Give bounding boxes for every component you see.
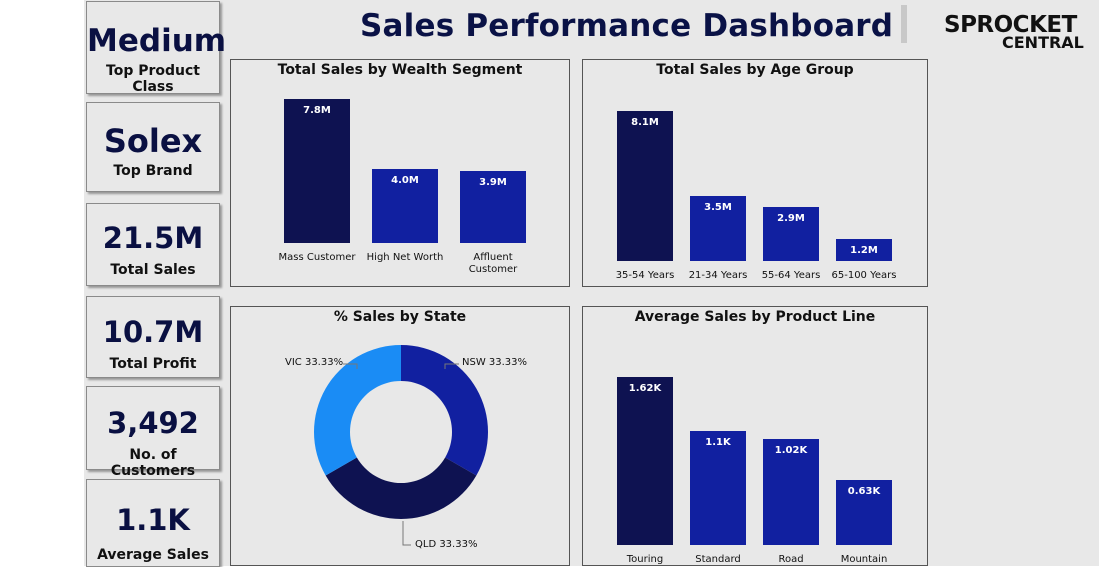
chart-wealth-segment[interactable]: Total Sales by Wealth Segment 7.8M Mass C… xyxy=(230,59,570,287)
logo-line-1: SPROCKET xyxy=(944,12,1077,38)
kpi-label: Top Product Class xyxy=(106,63,200,95)
bar-standard[interactable] xyxy=(690,430,746,545)
data-label: 1.2M xyxy=(850,244,878,256)
category-label: Road xyxy=(778,554,804,565)
leader-line xyxy=(444,363,459,369)
donut-slice-nsw[interactable] xyxy=(401,345,488,476)
chart-sales-by-state[interactable]: % Sales by State VIC 33.33% NSW 33.33% Q… xyxy=(230,306,570,566)
bar-touring[interactable] xyxy=(617,377,673,545)
data-label: 2.9M xyxy=(777,213,805,225)
category-label: 35-54 Years xyxy=(615,270,675,281)
kpi-value: Medium xyxy=(87,23,227,59)
category-label: 65-100 Years xyxy=(831,270,897,281)
bar-affluent-customer[interactable] xyxy=(460,170,526,243)
category-label: Mountain xyxy=(840,554,888,565)
page-title: Sales Performance Dashboard xyxy=(360,8,894,44)
bar-35-54-years[interactable] xyxy=(617,111,673,261)
kpi-value: 21.5M xyxy=(102,221,204,255)
data-label: 0.63K xyxy=(847,485,881,497)
chart-title: Average Sales by Product Line xyxy=(634,309,876,325)
kpi-card-average-sales[interactable]: 1.1K Average Sales xyxy=(86,479,220,567)
kpi-value: 1.1K xyxy=(116,503,190,537)
data-label: 8.1M xyxy=(631,117,659,128)
data-label: 3.9M xyxy=(479,176,507,188)
kpi-card-top-brand[interactable]: Solex Top Brand xyxy=(86,102,220,192)
chart-title: Total Sales by Age Group xyxy=(656,62,854,78)
data-label: 7.8M xyxy=(303,104,331,116)
leader-line xyxy=(402,521,411,546)
bar-road[interactable] xyxy=(763,439,819,545)
donut-slice-vic[interactable] xyxy=(314,345,401,476)
donut-label-nsw: NSW 33.33% xyxy=(462,357,528,368)
kpi-label: No. of Customers xyxy=(110,447,196,479)
category-label: 21-34 Years xyxy=(688,270,748,281)
data-label: 4.0M xyxy=(391,174,419,186)
kpi-card-customers[interactable]: 3,492 No. of Customers xyxy=(86,386,220,479)
data-label: 3.5M xyxy=(704,202,732,214)
category-label: Touring xyxy=(626,554,664,565)
kpi-label: Total Sales xyxy=(110,262,196,278)
data-label: 1.02K xyxy=(774,445,808,457)
donut-slice-qld[interactable] xyxy=(325,457,477,520)
donut-label-vic: VIC 33.33% xyxy=(285,357,344,368)
bar-21-34-years[interactable] xyxy=(690,196,746,261)
kpi-card-top-product-class[interactable]: Medium Top Product Class xyxy=(86,1,227,95)
donut-label-qld: QLD 33.33% xyxy=(415,539,478,550)
kpi-value: 10.7M xyxy=(102,315,204,349)
kpi-card-total-sales[interactable]: 21.5M Total Sales xyxy=(86,203,220,286)
logo-line-2: CENTRAL xyxy=(1002,33,1084,52)
category-label: High Net Worth xyxy=(366,252,444,263)
data-label: 1.62K xyxy=(628,383,662,394)
data-label: 1.1K xyxy=(705,436,731,448)
kpi-label: Average Sales xyxy=(97,547,209,563)
sprocket-central-logo: SPROCKET CENTRAL xyxy=(944,14,1090,54)
donut-chart xyxy=(314,345,488,546)
category-label: 55-64 Years xyxy=(761,270,821,281)
bar-55-64-years[interactable] xyxy=(763,207,819,261)
bar-mountain[interactable] xyxy=(836,479,892,545)
chart-title: Total Sales by Wealth Segment xyxy=(277,62,523,78)
kpi-label: Top Brand xyxy=(113,163,193,179)
category-label: Mass Customer xyxy=(278,252,356,263)
bar-high-net-worth[interactable] xyxy=(372,168,438,243)
leader-line xyxy=(343,363,358,369)
bar-65-100-years[interactable] xyxy=(836,238,892,261)
kpi-value: Solex xyxy=(103,122,203,160)
title-divider xyxy=(901,5,907,43)
chart-product-line[interactable]: Average Sales by Product Line 1.62K Touri… xyxy=(582,306,928,566)
kpi-label: Total Profit xyxy=(109,356,197,372)
kpi-card-total-profit[interactable]: 10.7M Total Profit xyxy=(86,296,220,378)
bar-mass-customer[interactable] xyxy=(284,98,350,243)
chart-age-group[interactable]: Total Sales by Age Group 8.1M 35-54 Years… xyxy=(582,59,928,287)
category-label: Affluent Customer xyxy=(468,252,518,275)
kpi-value: 3,492 xyxy=(107,406,199,440)
category-label: Standard xyxy=(695,554,741,565)
chart-title: % Sales by State xyxy=(333,309,467,325)
